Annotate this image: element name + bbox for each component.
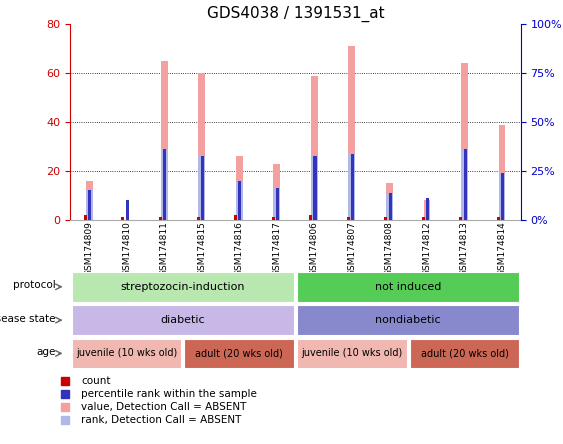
Bar — [86, 190, 92, 220]
Bar — [161, 149, 168, 220]
Bar — [348, 154, 355, 220]
Text: nondiabetic: nondiabetic — [376, 315, 441, 325]
Bar — [501, 174, 504, 220]
Bar — [201, 156, 204, 220]
Text: value, Detection Call = ABSENT: value, Detection Call = ABSENT — [81, 402, 247, 412]
Bar — [464, 149, 467, 220]
Bar — [459, 218, 462, 220]
Text: age: age — [36, 347, 55, 357]
Text: adult (20 wks old): adult (20 wks old) — [195, 349, 283, 358]
Bar — [72, 272, 294, 301]
Bar — [497, 218, 500, 220]
Bar — [461, 149, 468, 220]
Text: diabetic: diabetic — [160, 315, 205, 325]
Bar — [72, 339, 181, 368]
Bar — [198, 156, 205, 220]
Bar — [163, 149, 167, 220]
Text: percentile rank within the sample: percentile rank within the sample — [81, 389, 257, 399]
Bar — [309, 215, 312, 220]
Bar — [196, 218, 199, 220]
Bar — [347, 218, 350, 220]
Text: rank, Detection Call = ABSENT: rank, Detection Call = ABSENT — [81, 415, 242, 424]
Bar — [422, 218, 425, 220]
Text: juvenile (10 wks old): juvenile (10 wks old) — [301, 349, 403, 358]
Bar — [410, 339, 519, 368]
Bar — [72, 305, 294, 335]
Bar — [311, 76, 318, 220]
Text: juvenile (10 wks old): juvenile (10 wks old) — [76, 349, 177, 358]
Bar — [88, 190, 91, 220]
Text: streptozocin-induction: streptozocin-induction — [120, 282, 245, 292]
Text: protocol: protocol — [12, 280, 55, 290]
Bar — [274, 164, 280, 220]
Text: count: count — [81, 377, 111, 386]
Bar — [185, 339, 294, 368]
Bar — [311, 156, 318, 220]
Title: GDS4038 / 1391531_at: GDS4038 / 1391531_at — [207, 5, 385, 22]
Bar — [351, 154, 354, 220]
Text: disease state: disease state — [0, 313, 55, 324]
Bar — [386, 193, 393, 220]
Bar — [271, 218, 275, 220]
Bar — [239, 181, 242, 220]
Bar — [297, 339, 406, 368]
Bar — [348, 47, 355, 220]
Bar — [236, 181, 243, 220]
Bar — [426, 198, 429, 220]
Bar — [159, 218, 162, 220]
Bar — [314, 156, 316, 220]
Bar — [122, 218, 124, 220]
Bar — [499, 174, 506, 220]
Bar — [386, 183, 393, 220]
Bar — [499, 125, 506, 220]
Bar — [126, 200, 129, 220]
Bar — [274, 188, 280, 220]
Bar — [161, 61, 168, 220]
Bar — [276, 188, 279, 220]
Bar — [384, 218, 387, 220]
Bar — [86, 181, 92, 220]
Bar — [423, 200, 430, 220]
Bar — [461, 63, 468, 220]
Bar — [297, 305, 519, 335]
Bar — [297, 272, 519, 301]
Text: not induced: not induced — [375, 282, 441, 292]
Bar — [234, 215, 237, 220]
Bar — [198, 73, 205, 220]
Bar — [388, 193, 392, 220]
Bar — [236, 156, 243, 220]
Bar — [84, 215, 87, 220]
Text: adult (20 wks old): adult (20 wks old) — [421, 349, 508, 358]
